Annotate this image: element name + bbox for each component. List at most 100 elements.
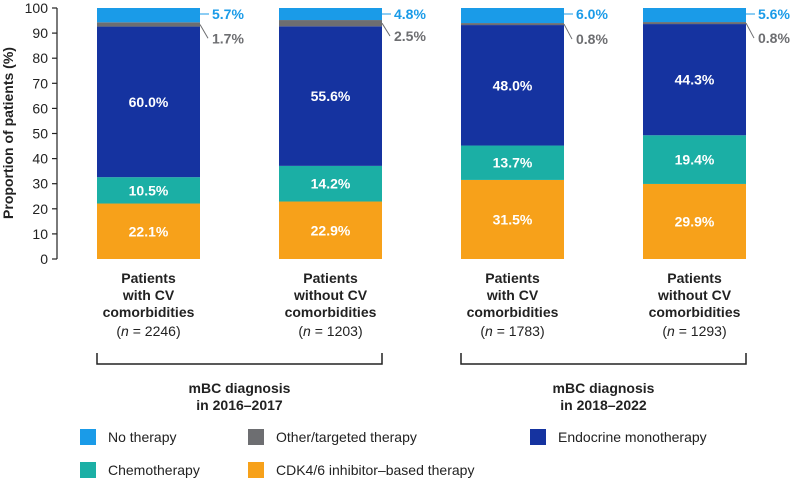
bar-segment-chemo [97,177,200,204]
bar-segment-chemo [279,165,382,202]
y-tick-label: 50 [32,126,48,142]
bar-segment-endo [461,25,564,146]
legend-item-endo: Endocrine monotherapy [530,429,707,445]
legend-label: Endocrine monotherapy [558,429,707,445]
legend-label: No therapy [108,429,177,445]
data-label-cdk: 22.1% [129,223,169,239]
data-label-cdk: 31.5% [493,211,533,227]
data-label-other: 1.7% [212,30,244,46]
category-line: Patients [485,270,540,286]
leader-line [745,22,755,39]
category-line: Patients [121,270,176,286]
data-label-cdk: 29.9% [675,213,715,229]
category-n: (n = 1783) [433,323,593,340]
x-category-label: Patients without CV comorbidities (n = 1293… [615,270,775,340]
bar-segment-other [97,22,200,27]
group-brackets [96,353,747,365]
data-label-none: 5.7% [212,6,244,22]
bar-segment-cdk [461,179,564,259]
category-line: with CV [486,287,539,303]
data-label-chemo: 19.4% [675,152,715,168]
group-label: mBC diagnosis in 2018–2022 [504,380,704,414]
bar-segment-other [643,22,746,25]
data-label-endo: 60.0% [129,94,169,110]
n-value: = 2246) [128,323,181,339]
leader-line [381,22,391,37]
bar-segment-cdk [279,201,382,259]
group-bracket [96,353,383,365]
bar-segment-chemo [643,135,746,184]
bar-segment-endo [279,26,382,166]
bar-segment-none [643,8,746,23]
n-prefix: ( [662,323,668,339]
data-label-chemo: 14.2% [311,176,351,192]
y-tick-label: 60 [32,100,48,116]
n-value: = 1783) [492,323,545,339]
legend-label: CDK4/6 inhibitor–based therapy [276,462,475,478]
n-prefix: ( [116,323,122,339]
data-label-none: 4.8% [394,6,426,22]
data-label-endo: 48.0% [493,77,533,93]
bar-segment-endo [97,26,200,178]
n-symbol: n [667,323,675,339]
data-label-chemo: 10.5% [129,182,169,198]
legend-swatch [248,462,264,478]
y-axis: 0 10 20 30 40 50 60 70 80 90 100 [25,0,58,267]
bar-segment-endo [643,24,746,136]
n-value: = 1203) [310,323,363,339]
data-label-other: 2.5% [394,28,426,44]
legend-label: Chemotherapy [108,462,200,478]
x-category-label: Patients with CV comorbidities (n = 1783) [433,270,593,340]
n-prefix: ( [480,323,486,339]
x-category-label: Patients with CV comorbidities (n = 2246) [69,270,229,340]
category-line: Patients [667,270,722,286]
data-label-endo: 44.3% [675,72,715,88]
n-symbol: n [121,323,129,339]
category-line: comorbidities [648,304,741,320]
leader-line [563,23,573,40]
data-label-cdk: 22.9% [311,222,351,238]
legend-label: Other/targeted therapy [276,429,417,445]
bar-segment-none [97,8,200,23]
data-label-other: 0.8% [576,31,608,47]
y-tick-label: 20 [32,201,48,217]
legend-item-none: No therapy [80,429,176,445]
legend-item-other: Other/targeted therapy [248,429,417,445]
n-value: = 1293) [674,323,727,339]
group-label-line: mBC diagnosis [552,380,655,396]
category-line: without CV [293,287,368,303]
legend-swatch [80,429,96,445]
legend-swatch [248,429,264,445]
category-n: (n = 1203) [251,323,411,340]
data-label-none: 5.6% [758,6,790,22]
category-n: (n = 1293) [615,323,775,340]
bar-segment-none [279,8,382,21]
data-label-none: 6.0% [576,6,608,22]
data-label-other: 0.8% [758,30,790,46]
group-label-line: in 2016–2017 [196,397,283,413]
legend-item-cdk: CDK4/6 inhibitor–based therapy [248,462,474,478]
n-prefix: ( [298,323,304,339]
bar-segment-other [279,20,382,27]
bar-segment-other [461,23,564,26]
x-category-label: Patients without CV comorbidities (n = 1203… [251,270,411,340]
bar-segment-cdk [97,203,200,259]
category-line: comorbidities [466,304,559,320]
y-tick-label: 10 [32,226,48,242]
leader-line [199,24,209,39]
y-tick-label: 90 [32,25,48,41]
category-line: comorbidities [284,304,377,320]
category-line: without CV [657,287,732,303]
bars: 22.1% 10.5% 60.0% 1.7% 5.7% 22.9% 14.2% 55.6% 2.… [97,6,790,259]
n-symbol: n [485,323,493,339]
group-bracket [460,353,747,365]
y-tick-label: 40 [32,151,48,167]
legend-swatch [530,429,546,445]
group-label-line: in 2018–2022 [560,397,647,413]
category-line: with CV [122,287,175,303]
bar-segment-none [461,8,564,24]
category-line: comorbidities [102,304,195,320]
group-label: mBC diagnosis in 2016–2017 [140,380,340,414]
data-label-endo: 55.6% [311,88,351,104]
